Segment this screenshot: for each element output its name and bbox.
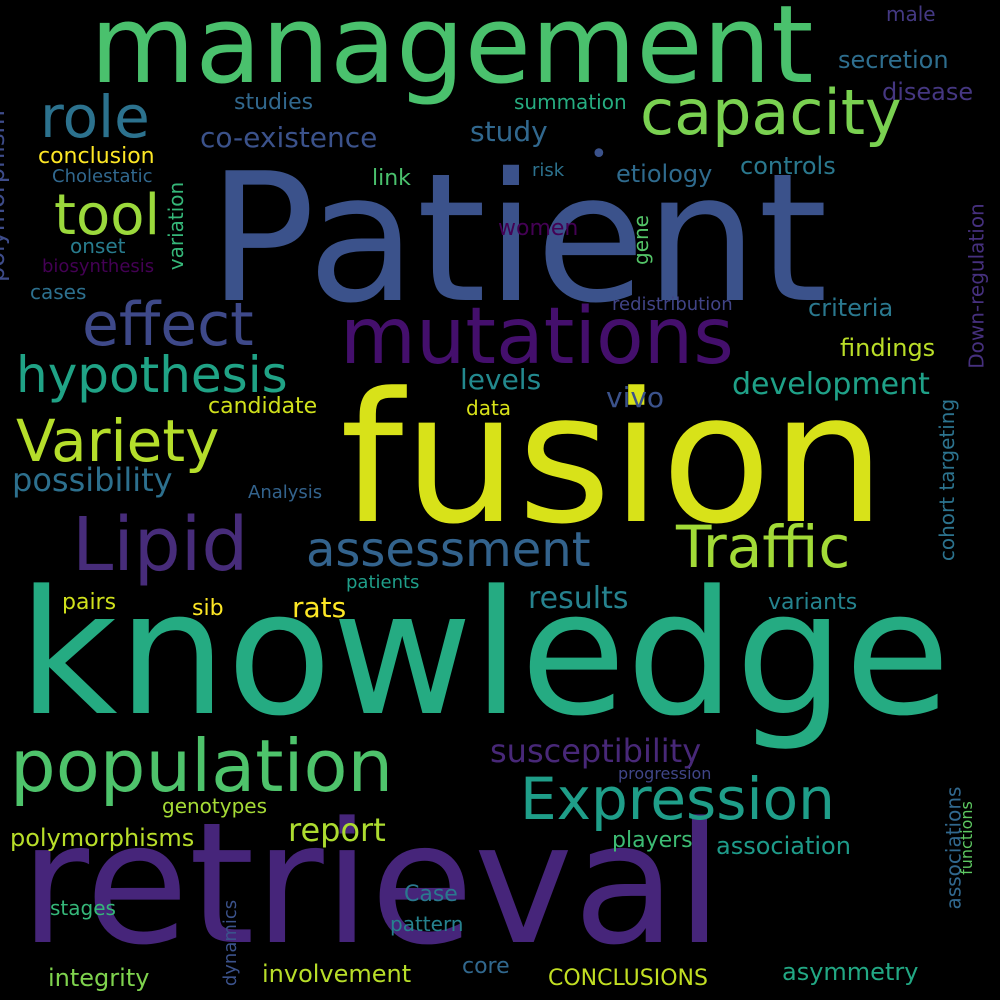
- word-mutations: mutations: [340, 292, 734, 382]
- word-case: Case: [404, 882, 458, 907]
- word-stages: stages: [50, 896, 116, 920]
- word-findings: findings: [840, 334, 936, 362]
- word-capacity: capacity: [640, 76, 902, 149]
- word-hypothesis: hypothesis: [16, 346, 288, 404]
- word-variants: variants: [768, 590, 858, 615]
- word-possibility: possibility: [12, 461, 173, 499]
- word-co-existence: co-existence: [200, 121, 378, 154]
- word-polymorphism: polymorphism: [0, 110, 10, 282]
- word-dot1: •: [590, 137, 608, 172]
- word-results: results: [528, 581, 629, 616]
- word-studies: studies: [234, 90, 314, 115]
- word-susceptibility: susceptibility: [490, 732, 702, 770]
- word-conclusion: conclusion: [38, 144, 155, 169]
- word-variety: Variety: [16, 407, 220, 475]
- word-expression: Expression: [520, 765, 835, 833]
- word-knowledge: knowledge: [18, 553, 951, 754]
- word-retrieval: retrieval: [20, 786, 723, 982]
- word-analysis: Analysis: [248, 482, 323, 503]
- word-genotypes: genotypes: [162, 794, 268, 818]
- word-down-regulation: Down-regulation: [964, 203, 989, 369]
- word-etiology: etiology: [616, 160, 713, 188]
- word-role: role: [40, 83, 150, 151]
- word-cohort-targeting: cohort targeting: [935, 398, 960, 562]
- word-patient: Patient: [208, 135, 828, 342]
- word-asymmetry: asymmetry: [782, 958, 919, 986]
- word-criteria: criteria: [808, 294, 894, 322]
- word-onset: onset: [70, 234, 126, 258]
- word-population: population: [10, 724, 394, 808]
- word-cases: cases: [30, 280, 87, 304]
- word-pattern: pattern: [390, 912, 464, 936]
- word-cholestatic: Cholestatic: [52, 166, 153, 187]
- word-lipid: Lipid: [72, 502, 249, 588]
- word-link: link: [372, 166, 411, 191]
- word-effect: effect: [82, 290, 254, 360]
- word-sib: sib: [192, 596, 224, 621]
- word-controls: controls: [740, 152, 836, 180]
- word-association: association: [716, 832, 851, 860]
- word-women: women: [498, 216, 579, 241]
- word-progression: progression: [618, 764, 712, 783]
- word-male: male: [886, 2, 936, 26]
- word-gene: gene: [628, 215, 653, 265]
- word-tool: tool: [54, 183, 161, 248]
- word-polymorphisms: polymorphisms: [10, 824, 195, 852]
- word-risk: risk: [532, 160, 565, 181]
- word-disease: disease: [882, 78, 974, 106]
- word-secretion: secretion: [838, 46, 949, 74]
- word-players: players: [612, 828, 693, 853]
- word-redistribution: redistribution: [612, 294, 733, 315]
- word-data: data: [466, 396, 512, 420]
- word-fusion: fusion: [340, 355, 886, 564]
- word-summation: summation: [514, 90, 627, 114]
- word-dynamics: dynamics: [220, 899, 242, 987]
- word-levels: levels: [460, 363, 542, 396]
- word-development: development: [732, 367, 930, 402]
- word-conclusions: CONCLUSIONS: [548, 966, 708, 991]
- word-assessment: assessment: [306, 522, 591, 578]
- word-biosynthesis: biosynthesis: [42, 256, 155, 277]
- word-patients: patients: [346, 572, 420, 593]
- word-candidate: candidate: [208, 394, 318, 419]
- word-variation: variation: [164, 181, 189, 271]
- word-traffic: Traffic: [676, 513, 851, 581]
- word-management: management: [90, 0, 814, 108]
- word-report: report: [288, 811, 386, 849]
- word-involvement: involvement: [262, 960, 412, 988]
- word-functions: functions: [956, 801, 976, 875]
- word-rats: rats: [292, 591, 347, 624]
- word-study: study: [470, 115, 548, 148]
- word-core: core: [462, 954, 510, 979]
- word-pairs: pairs: [62, 590, 117, 615]
- word-integrity: integrity: [48, 964, 150, 992]
- word-vivo: vivo: [606, 381, 665, 414]
